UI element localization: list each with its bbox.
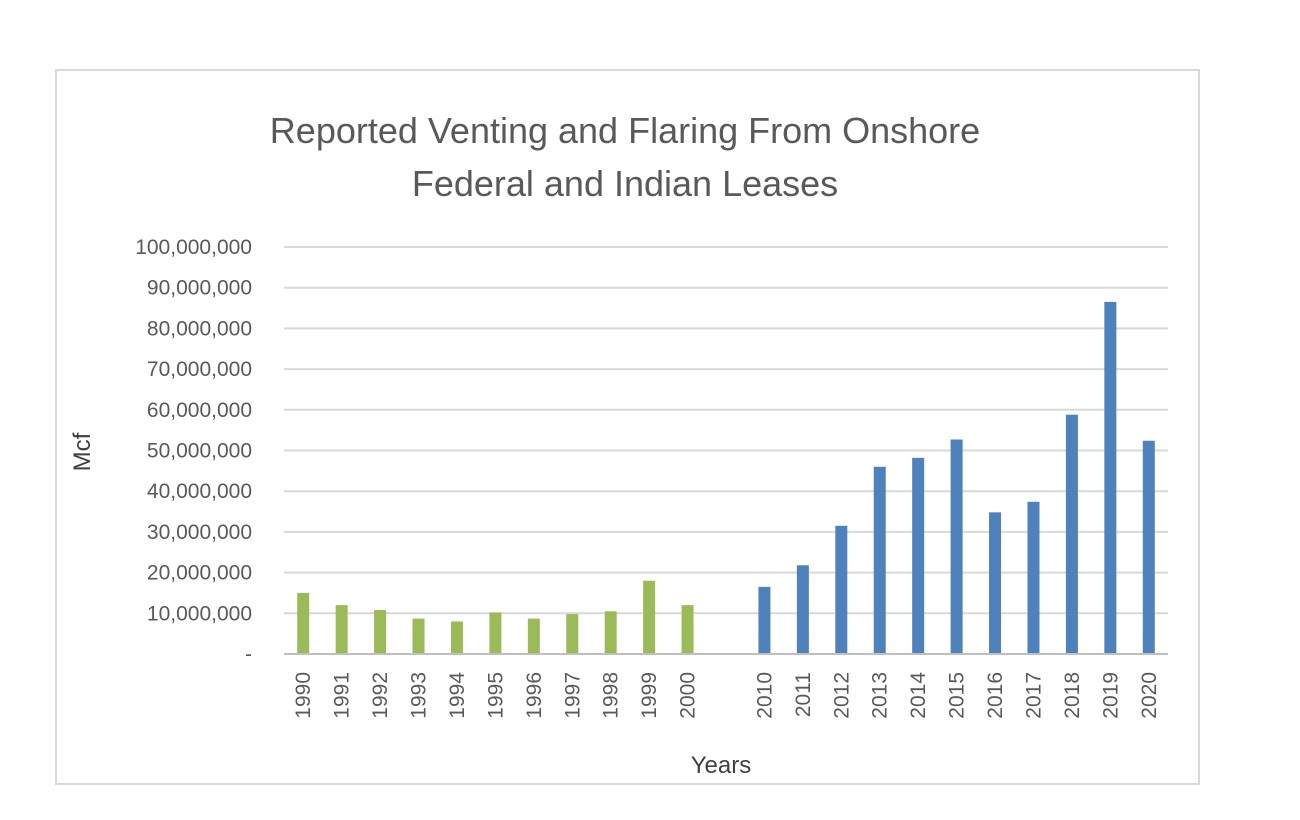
x-tick-label: 2018 bbox=[1061, 672, 1084, 719]
chart-title-line-2: Federal and Indian Leases bbox=[412, 163, 838, 204]
x-tick-label: 2019 bbox=[1099, 672, 1122, 719]
x-tick-label: 2012 bbox=[830, 672, 853, 719]
y-tick-label: 80,000,000 bbox=[147, 317, 252, 340]
chart: Reported Venting and Flaring From Onshor… bbox=[69, 110, 1168, 779]
bar-1991 bbox=[335, 605, 348, 654]
y-tick-label: 30,000,000 bbox=[147, 521, 252, 544]
bar-1992 bbox=[374, 610, 387, 654]
bars bbox=[297, 301, 1155, 654]
x-tick-label: 2020 bbox=[1138, 672, 1161, 719]
y-tick-label: 10,000,000 bbox=[147, 602, 252, 625]
bar-2016 bbox=[989, 512, 1002, 654]
bar-1993 bbox=[412, 618, 425, 654]
bar-1997 bbox=[566, 614, 579, 654]
x-axis-ticks: 1990 1991 1992 1993 1994 1995 1996 1997 1998 1999… bbox=[292, 672, 1161, 719]
x-tick-label: 1996 bbox=[523, 672, 546, 719]
gridlines bbox=[284, 246, 1168, 615]
y-axis-label: Mcf bbox=[69, 432, 96, 471]
x-tick-label: 1995 bbox=[484, 672, 507, 719]
bar-2013 bbox=[873, 466, 886, 654]
x-tick-label: 2015 bbox=[946, 672, 969, 719]
bar-1998 bbox=[604, 611, 617, 654]
x-tick-label: 1993 bbox=[408, 672, 431, 719]
x-tick-label: 1990 bbox=[292, 672, 315, 719]
x-tick-label: 1999 bbox=[638, 672, 661, 719]
bar-2017 bbox=[1027, 501, 1040, 654]
y-tick-label: 20,000,000 bbox=[147, 562, 252, 585]
x-tick-label: 2017 bbox=[1022, 672, 1045, 719]
bar-2000 bbox=[681, 605, 694, 654]
y-tick-label: 90,000,000 bbox=[147, 277, 252, 300]
bar-2019 bbox=[1104, 301, 1117, 654]
y-tick-label: 40,000,000 bbox=[147, 480, 252, 503]
x-tick-label: 1991 bbox=[331, 672, 354, 719]
bar-2010 bbox=[758, 586, 771, 654]
chart-frame: Reported Venting and Flaring From Onshor… bbox=[55, 69, 1200, 785]
y-tick-label: 50,000,000 bbox=[147, 440, 252, 463]
bar-2012 bbox=[835, 525, 848, 654]
x-tick-label: 2013 bbox=[869, 672, 892, 719]
y-tick-label: 100,000,000 bbox=[135, 236, 252, 259]
x-tick-label: 1992 bbox=[369, 672, 392, 719]
bar-1996 bbox=[527, 618, 540, 654]
y-tick-label: 70,000,000 bbox=[147, 358, 252, 381]
bar-2018 bbox=[1065, 414, 1078, 654]
x-tick-label: 1997 bbox=[561, 672, 584, 719]
bar-2015 bbox=[950, 439, 963, 654]
bar-2011 bbox=[796, 565, 809, 654]
bar-2020 bbox=[1142, 440, 1155, 654]
x-tick-label: 1998 bbox=[600, 672, 623, 719]
bar-1999 bbox=[643, 580, 656, 654]
bar-1990 bbox=[297, 592, 310, 654]
x-tick-label: 2014 bbox=[907, 672, 930, 719]
x-tick-label: 2010 bbox=[753, 672, 776, 719]
x-tick-label: 1994 bbox=[446, 672, 469, 719]
x-tick-label: 2011 bbox=[792, 672, 815, 717]
bar-1995 bbox=[489, 612, 502, 654]
x-axis-label: Years bbox=[691, 752, 752, 779]
chart-title-line-1: Reported Venting and Flaring From Onshor… bbox=[270, 110, 980, 151]
x-tick-label: 2016 bbox=[984, 672, 1007, 719]
bar-2014 bbox=[912, 457, 925, 654]
y-tick-label: - bbox=[245, 643, 252, 666]
bar-1994 bbox=[450, 621, 463, 654]
y-tick-label: 60,000,000 bbox=[147, 399, 252, 422]
y-axis-ticks: - 10,000,000 20,000,000 30,000,000 40,000,00… bbox=[135, 236, 252, 666]
x-tick-label: 2000 bbox=[677, 672, 700, 719]
